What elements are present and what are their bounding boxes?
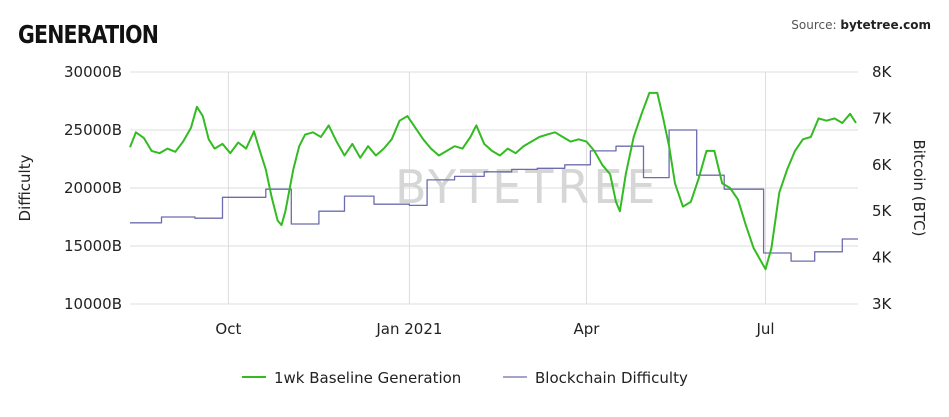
y2-tick-label: 5K [872,202,893,220]
chart-legend: 1wk Baseline Generation Blockchain Diffic… [242,369,688,387]
y2-tick-label: 6K [872,156,893,174]
source-link[interactable]: bytetree.com [840,18,931,32]
y2-tick-label: 8K [872,63,893,81]
y-tick-label: 30000B [64,63,122,81]
y-tick-label: 15000B [64,237,122,255]
y2-tick-label: 4K [872,249,893,267]
legend-item-label[interactable]: 1wk Baseline Generation [274,369,461,387]
source-credit: Source: bytetree.com [791,18,931,32]
y-tick-label: 10000B [64,295,122,313]
chart-grid [130,71,858,305]
y2-tick-label: 3K [872,295,893,313]
series-line-generation [129,91,857,271]
x-tick-label: Apr [573,320,600,338]
y2-tick-label: 7K [872,109,893,127]
y-tick-label: 25000B [64,121,122,139]
source-label: Source: [791,18,837,32]
chart-series [129,91,858,271]
x-tick-label: Jul [755,320,774,338]
legend-item-label[interactable]: Blockchain Difficulty [535,369,688,387]
chart-axes: 10000B 15000B 20000B 25000B 30000B 3K 4K 5K 6K 7K… [64,63,893,338]
y-tick-label: 20000B [64,179,122,197]
y2-axis-label: Bitcoin (BTC) [910,140,928,237]
x-tick-label: Oct [215,320,241,338]
series-line-difficulty [130,129,858,262]
page-title: GENERATION [18,20,159,49]
x-tick-label: Jan 2021 [375,320,442,338]
y-axis-label: Difficulty [16,154,34,221]
